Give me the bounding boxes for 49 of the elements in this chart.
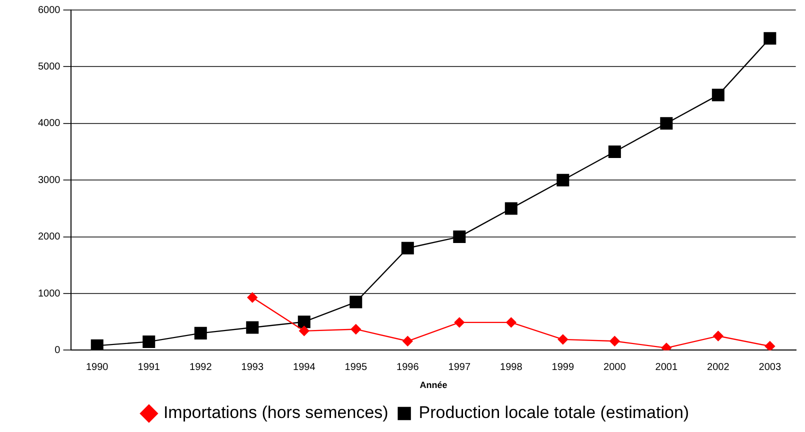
x-tick-label: 1994 (293, 362, 316, 373)
point (712, 88, 724, 102)
point (660, 117, 673, 130)
x-tick-label: 1999 (552, 362, 574, 373)
point (246, 321, 259, 334)
x-tick-label: 1998 (500, 362, 523, 373)
point (504, 202, 518, 215)
y-tick-label: 3000 (38, 174, 61, 186)
point (764, 341, 776, 350)
y-tick-label: 6000 (38, 4, 61, 16)
x-tick-label: 2001 (655, 362, 678, 373)
point (506, 317, 516, 328)
point (350, 296, 362, 308)
y-tick-label: 1000 (38, 288, 61, 300)
point (142, 335, 156, 348)
y-tick-label: 0 (54, 344, 61, 356)
x-tick-label: 2002 (707, 362, 730, 373)
point (90, 339, 104, 350)
x-tick-label: 1990 (86, 362, 109, 373)
point (247, 292, 258, 303)
point (299, 326, 310, 336)
point (713, 330, 724, 342)
point (764, 32, 776, 45)
x-tick-label: 2000 (604, 362, 626, 373)
x-tick-label: 1992 (190, 362, 212, 373)
y-tick-label: 4000 (38, 118, 61, 130)
x-tick-label: 1993 (241, 362, 264, 373)
point (608, 145, 621, 158)
point (402, 336, 413, 346)
x-tick-label: 2003 (758, 362, 782, 373)
y-tick-label: 5000 (38, 61, 61, 72)
x-tick-label: 1995 (344, 362, 368, 373)
x-tick-label: 1991 (138, 362, 160, 373)
point (401, 242, 414, 254)
point (194, 326, 207, 340)
x-tick-label: 1996 (396, 362, 420, 373)
y-tick-label: 2000 (38, 232, 61, 243)
point (661, 342, 672, 350)
x-tick-label: 1997 (448, 362, 471, 373)
point (454, 317, 464, 328)
point (556, 174, 570, 186)
x-axis-title: Année (420, 380, 448, 390)
legend-label: Importations (hors semences) (163, 403, 388, 422)
legend-label: Production locale totale (estimation) (418, 403, 690, 422)
point (350, 324, 361, 334)
point (453, 230, 466, 244)
point (558, 334, 568, 345)
point (610, 336, 620, 346)
point (298, 316, 310, 328)
